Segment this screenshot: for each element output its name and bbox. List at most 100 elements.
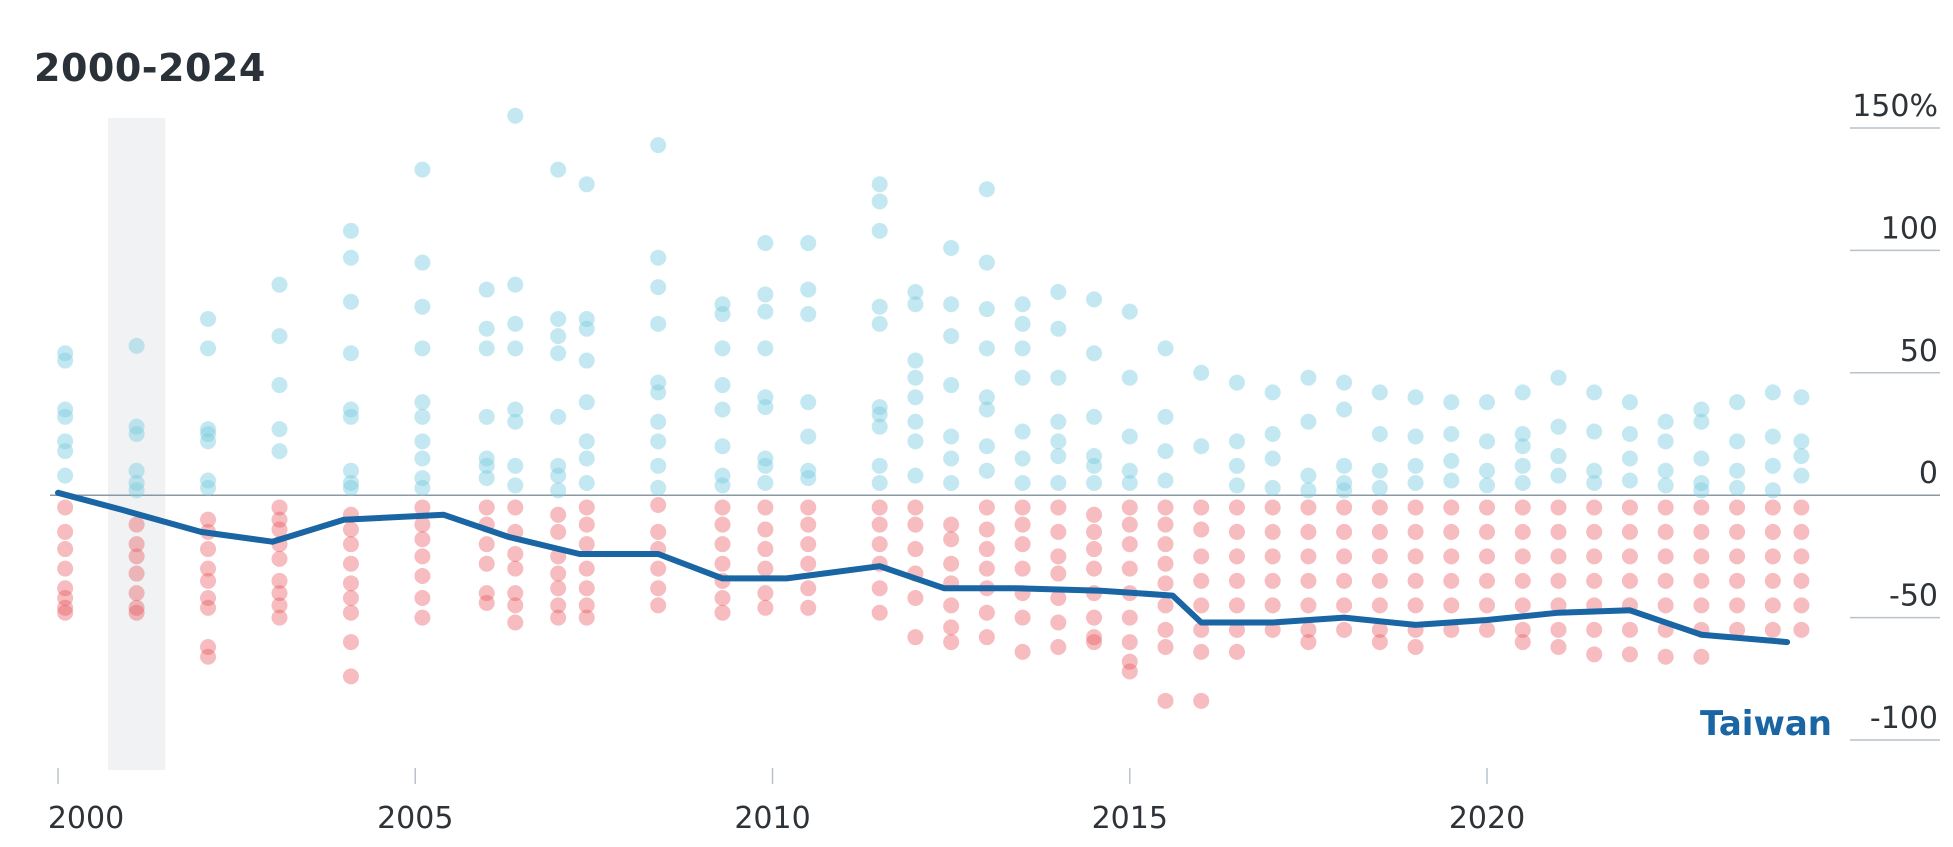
data-point-positive — [757, 235, 774, 252]
data-point-positive — [414, 161, 431, 178]
data-point-negative — [1300, 597, 1317, 614]
data-point-positive — [800, 428, 817, 445]
data-point-positive — [1443, 452, 1460, 469]
data-point-negative — [943, 555, 960, 572]
data-point-negative — [1479, 572, 1496, 589]
data-point-positive — [1729, 394, 1746, 411]
data-point-positive — [1228, 374, 1245, 391]
data-point-negative — [800, 599, 817, 616]
data-point-positive — [907, 352, 924, 369]
data-point-positive — [507, 340, 524, 357]
data-point-negative — [414, 531, 431, 548]
data-point-negative — [1693, 572, 1710, 589]
data-point-positive — [978, 438, 995, 455]
data-point-positive — [1336, 457, 1353, 474]
data-point-negative — [1514, 499, 1531, 516]
data-point-negative — [1443, 597, 1460, 614]
data-point-positive — [1479, 433, 1496, 450]
data-point-positive — [550, 310, 567, 327]
data-point-positive — [578, 352, 595, 369]
data-point-negative — [1657, 523, 1674, 540]
data-point-positive — [1693, 474, 1710, 491]
data-point-negative — [1407, 572, 1424, 589]
data-point-positive — [1050, 413, 1067, 430]
data-point-negative — [342, 575, 359, 592]
data-point-negative — [1157, 516, 1174, 533]
data-point-positive — [1371, 384, 1388, 401]
data-point-negative — [414, 567, 431, 584]
data-point-negative — [871, 536, 888, 553]
data-point-positive — [1228, 457, 1245, 474]
data-point-positive — [978, 401, 995, 418]
data-point-negative — [1586, 499, 1603, 516]
data-point-negative — [978, 629, 995, 646]
data-point-positive — [907, 389, 924, 406]
data-point-negative — [943, 516, 960, 533]
data-point-positive — [578, 433, 595, 450]
data-point-negative — [1479, 621, 1496, 638]
data-point-positive — [57, 352, 74, 369]
data-point-positive — [57, 433, 74, 450]
data-point-positive — [943, 377, 960, 394]
data-point-negative — [1014, 516, 1031, 533]
data-point-positive — [550, 482, 567, 499]
data-point-positive — [871, 474, 888, 491]
data-point-positive — [1228, 433, 1245, 450]
x-tick-label: 2005 — [377, 801, 453, 836]
data-point-negative — [1729, 499, 1746, 516]
data-point-negative — [1479, 597, 1496, 614]
data-point-negative — [1729, 523, 1746, 540]
data-point-negative — [907, 541, 924, 558]
data-point-positive — [414, 479, 431, 496]
data-point-negative — [757, 599, 774, 616]
data-point-negative — [1729, 572, 1746, 589]
data-point-negative — [128, 548, 145, 565]
data-point-negative — [1514, 523, 1531, 540]
data-point-negative — [650, 496, 667, 513]
data-point-positive — [907, 433, 924, 450]
data-point-positive — [342, 474, 359, 491]
data-point-positive — [1407, 428, 1424, 445]
data-point-negative — [1121, 499, 1138, 516]
data-point-positive — [1157, 443, 1174, 460]
data-point-negative — [57, 580, 74, 597]
data-point-positive — [200, 433, 217, 450]
data-point-positive — [800, 235, 817, 252]
data-point-positive — [342, 249, 359, 266]
data-point-positive — [128, 482, 145, 499]
data-point-positive — [550, 408, 567, 425]
data-point-positive — [128, 426, 145, 442]
y-tick-label: 100 — [1881, 211, 1938, 246]
data-point-positive — [1014, 340, 1031, 357]
data-point-negative — [978, 560, 995, 577]
data-point-positive — [1514, 474, 1531, 491]
data-point-negative — [1228, 643, 1245, 660]
data-point-positive — [1586, 462, 1603, 479]
data-point-positive — [714, 467, 731, 484]
data-point-negative — [1050, 565, 1067, 582]
data-point-positive — [650, 315, 667, 332]
data-point-positive — [943, 474, 960, 491]
data-point-negative — [1621, 621, 1638, 638]
scatter-points-layer — [57, 107, 1810, 709]
data-point-negative — [1264, 597, 1281, 614]
data-point-positive — [800, 306, 817, 323]
data-point-negative — [1550, 499, 1567, 516]
data-point-positive — [714, 296, 731, 313]
data-point-negative — [714, 555, 731, 572]
data-point-positive — [342, 462, 359, 479]
data-point-positive — [1479, 462, 1496, 479]
data-point-positive — [1121, 462, 1138, 479]
data-point-negative — [578, 516, 595, 533]
data-point-negative — [800, 536, 817, 553]
data-point-positive — [1621, 426, 1638, 442]
data-point-negative — [1086, 609, 1103, 626]
data-point-positive — [907, 467, 924, 484]
data-point-positive — [342, 293, 359, 310]
data-point-positive — [1228, 477, 1245, 494]
data-point-positive — [57, 401, 74, 418]
data-point-positive — [342, 401, 359, 418]
data-point-negative — [1014, 643, 1031, 660]
data-point-negative — [1228, 597, 1245, 614]
data-point-negative — [1336, 621, 1353, 638]
